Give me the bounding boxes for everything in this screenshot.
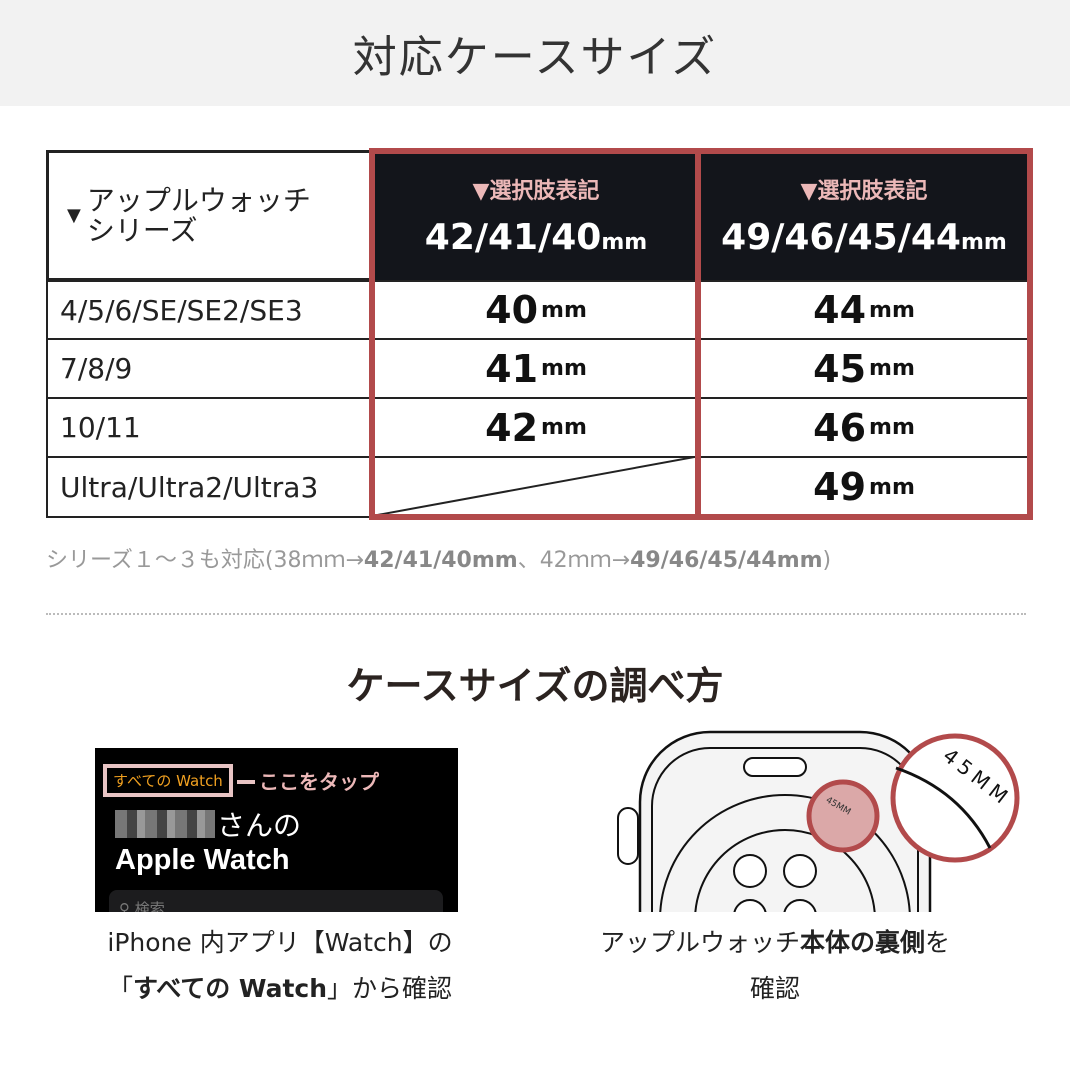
watch-back-illustration: 45MM 45MM — [617, 730, 1020, 912]
unit: mm — [601, 230, 648, 255]
series-cell: 7/8/9 — [46, 338, 374, 399]
column-size: 49/46/45/44 — [721, 217, 961, 258]
size-cell-large: 45 mm — [698, 338, 1030, 399]
caption-left: iPhone 内アプリ【Watch】の 「すべての Watch」から確認 — [107, 928, 453, 1003]
page-title: 対応ケースサイズ — [0, 0, 1070, 106]
size-cell-small: 41 mm — [372, 338, 700, 399]
column-subtitle: ▼選択肢表記 — [472, 179, 600, 204]
size-cell-large: 49 mm — [698, 456, 1030, 518]
size-cell-small: 40 mm — [372, 280, 700, 340]
column-subtitle: ▼選択肢表記 — [800, 179, 928, 204]
callout-line — [237, 780, 255, 784]
size-cell-large: 46 mm — [698, 397, 1030, 458]
series-cell: 4/5/6/SE/SE2/SE3 — [46, 280, 374, 340]
dotted-divider — [46, 613, 1026, 615]
triangle-down-icon: ▼ — [67, 205, 81, 226]
all-watches-tab: すべての Watch — [103, 764, 233, 797]
column-header-large: ▼選択肢表記 49/46/45/44mm — [698, 150, 1030, 281]
not-applicable-diagonal — [372, 456, 700, 517]
howto-title: ケースサイズの調べ方 — [346, 664, 724, 708]
series-cell: Ultra/Ultra2/Ultra3 — [46, 456, 374, 518]
column-size: 42/41/40 — [424, 217, 602, 258]
column-header-small: ▼選択肢表記 42/41/40mm — [372, 150, 700, 281]
iphone-screenshot: すべての Watch ここをタップ さんの Apple Watch ⚲ 検索 — [95, 748, 458, 912]
name-suffix: さんの — [217, 809, 302, 842]
compatibility-note: シリーズ１〜３も対応(38ｍｍ→42/41/40mm、42ｍｍ→49/46/45… — [46, 548, 832, 573]
size-cell-large: 44 mm — [698, 280, 1030, 340]
search-icon: ⚲ — [119, 900, 135, 912]
unit: mm — [960, 230, 1007, 255]
tap-here-label: ここをタップ — [259, 770, 379, 794]
corner-label-2: シリーズ — [86, 213, 198, 247]
size-cell-small: 42 mm — [372, 397, 700, 458]
pixelated-name — [115, 810, 215, 838]
series-cell: 10/11 — [46, 397, 374, 458]
corner-label-1: アップルウォッチ — [86, 183, 311, 217]
caption-right: アップルウォッチ本体の裏側を 確認 — [599, 928, 951, 1003]
app-title: Apple Watch — [115, 844, 290, 876]
search-field: ⚲ 検索 — [109, 890, 443, 912]
corner-header: ▼ アップルウォッチ シリーズ — [46, 150, 374, 281]
